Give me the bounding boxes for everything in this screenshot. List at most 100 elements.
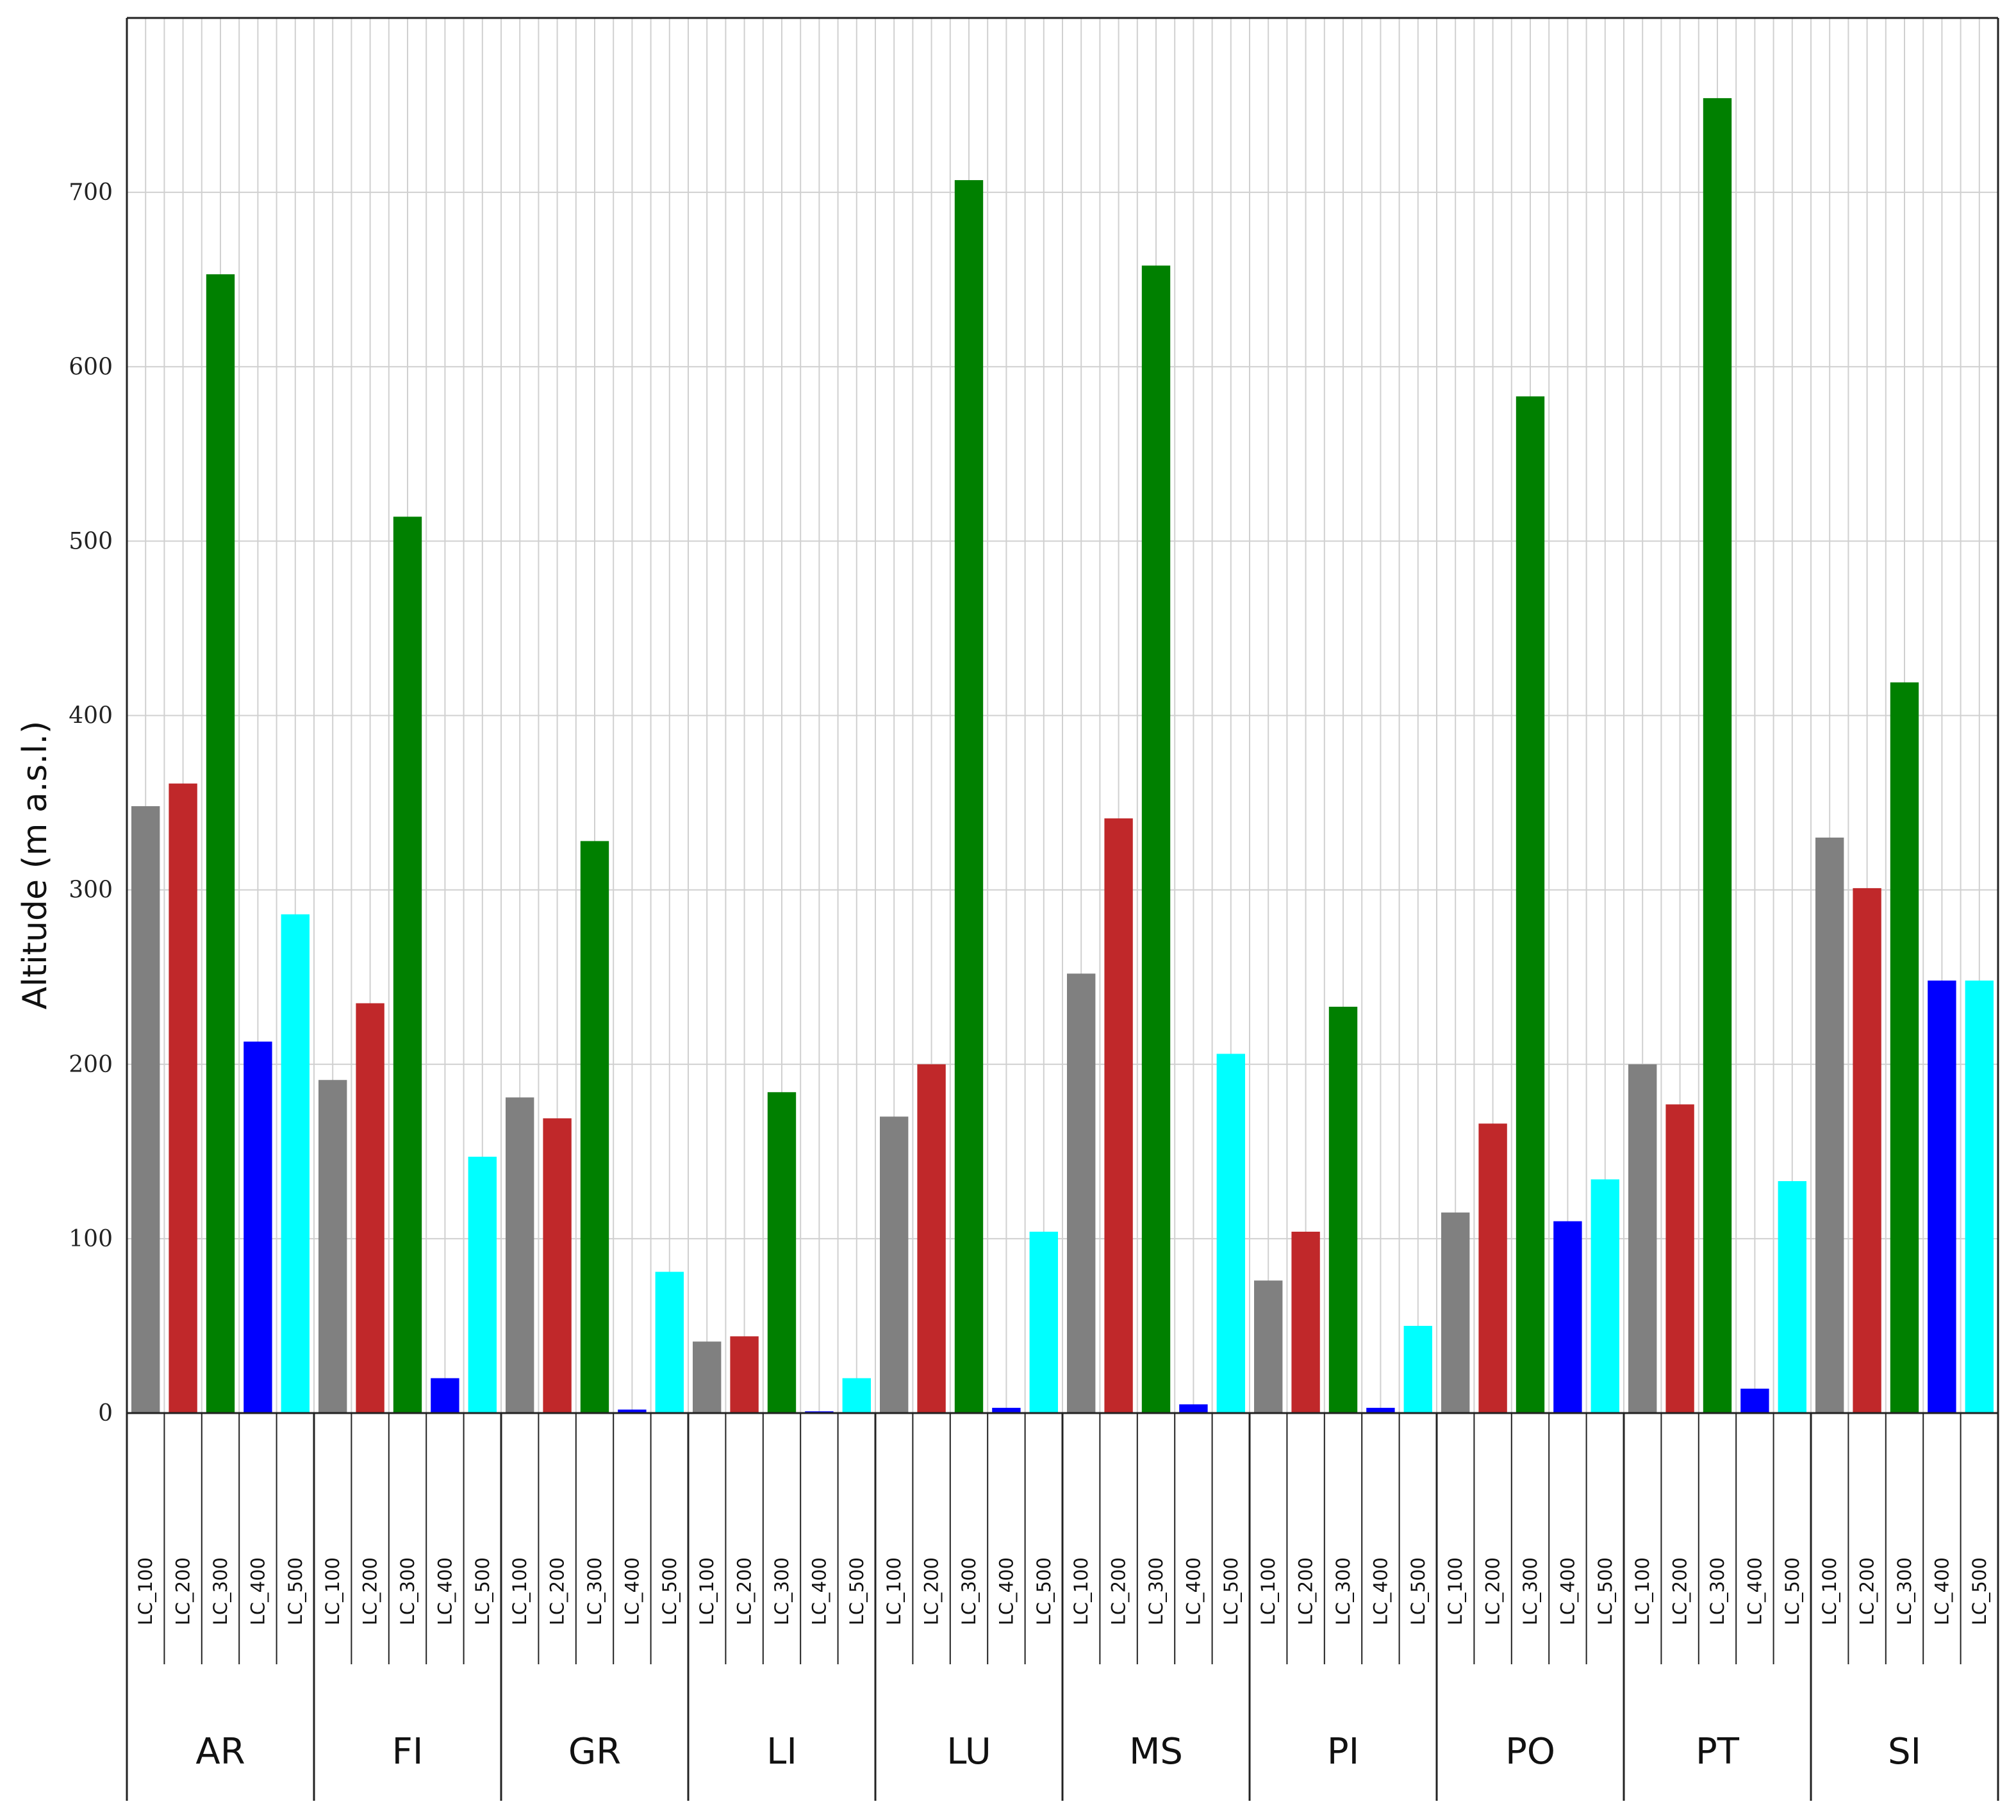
bar-MS-LC_500 (1216, 1054, 1245, 1413)
y-tick-label: 200 (69, 1052, 113, 1078)
x-subcategory-label: LC_200 (1669, 1557, 1691, 1625)
x-subcategory-label: LC_300 (771, 1557, 793, 1625)
bar-FI-LC_400 (431, 1378, 459, 1413)
x-subcategory-label: LC_200 (1108, 1557, 1130, 1625)
bar-FI-LC_500 (468, 1156, 497, 1413)
x-subcategory-label: LC_500 (659, 1557, 681, 1625)
bar-PI-LC_300 (1328, 1006, 1358, 1413)
bar-PO-LC_500 (1590, 1179, 1619, 1413)
x-subcategory-label: LC_500 (1969, 1557, 1990, 1625)
bar-SI-LC_400 (1928, 980, 1956, 1413)
bar-PI-LC_500 (1403, 1325, 1432, 1413)
x-subcategory-label: LC_500 (472, 1557, 493, 1625)
bar-PI-LC_200 (1291, 1231, 1320, 1413)
x-group-label: PI (1327, 1731, 1359, 1773)
bar-LU-LC_200 (917, 1064, 946, 1413)
bar-LU-LC_300 (954, 180, 984, 1413)
x-group-label: FI (392, 1731, 424, 1773)
bar-GR-LC_400 (618, 1409, 647, 1413)
bar-PI-LC_400 (1366, 1407, 1395, 1413)
bar-PT-LC_500 (1778, 1181, 1806, 1413)
bar-SI-LC_200 (1853, 888, 1881, 1413)
x-subcategory-label: LC_500 (1033, 1557, 1055, 1625)
bar-MS-LC_300 (1141, 265, 1171, 1414)
bar-LU-LC_500 (1029, 1231, 1058, 1413)
bar-SI-LC_100 (1815, 837, 1844, 1413)
bar-PT-LC_200 (1665, 1104, 1694, 1413)
y-tick-label: 0 (98, 1400, 113, 1427)
y-tick-label: 300 (69, 877, 113, 904)
x-subcategory-label: LC_400 (1931, 1557, 1953, 1625)
x-subcategory-label: LC_500 (285, 1557, 306, 1625)
bar-PO-LC_300 (1516, 396, 1545, 1413)
x-subcategory-label: LC_200 (921, 1557, 943, 1625)
bar-PI-LC_100 (1254, 1280, 1283, 1413)
y-tick-label: 500 (69, 528, 113, 554)
bars (131, 98, 1994, 1414)
bar-SI-LC_500 (1965, 980, 1994, 1413)
y-axis-ticks: 0 100 200 300 400 500 600 700 (69, 179, 113, 1427)
bar-GR-LC_300 (580, 841, 609, 1413)
bar-LI-LC_300 (767, 1092, 797, 1413)
bar-AR-LC_400 (244, 1041, 272, 1413)
bar-MS-LC_100 (1067, 973, 1096, 1413)
x-subcategory-label: LC_500 (1407, 1557, 1429, 1625)
x-subcategory-label: LC_100 (696, 1557, 718, 1625)
x-subcategory-label: LC_300 (1332, 1557, 1354, 1625)
x-group-label: AR (195, 1731, 245, 1773)
x-group-label: LU (946, 1731, 991, 1773)
bar-MS-LC_200 (1104, 818, 1133, 1413)
y-tick-label: 100 (69, 1226, 113, 1252)
bar-PO-LC_200 (1478, 1123, 1507, 1413)
bar-AR-LC_500 (281, 914, 310, 1413)
x-subcategory-label: LC_500 (1220, 1557, 1242, 1625)
x-subcategory-label: LC_200 (1856, 1557, 1878, 1625)
x-subcategory-label: LC_100 (1444, 1557, 1466, 1625)
x-subcategory-label: LC_300 (584, 1557, 606, 1625)
x-subcategory-label: LC_300 (1894, 1557, 1915, 1625)
bar-GR-LC_500 (655, 1271, 684, 1413)
x-subcategory-label: LC_200 (1295, 1557, 1317, 1625)
bar-GR-LC_200 (543, 1118, 572, 1413)
bar-LU-LC_100 (880, 1116, 909, 1413)
x-subcategory-label: LC_400 (1557, 1557, 1578, 1625)
x-subcategory-label: LC_100 (322, 1557, 343, 1625)
x-subcategory-label: LC_500 (846, 1557, 868, 1625)
bar-LI-LC_500 (842, 1378, 871, 1413)
x-subcategory-label: LC_300 (397, 1557, 418, 1625)
x-group-label: PT (1696, 1731, 1740, 1773)
bar-FI-LC_100 (318, 1080, 347, 1413)
bar-PO-LC_100 (1441, 1212, 1470, 1413)
x-subcategory-label: LC_400 (1182, 1557, 1204, 1625)
y-tick-label: 400 (69, 703, 113, 729)
x-subcategory-label: LC_300 (1519, 1557, 1541, 1625)
x-group-label: MS (1129, 1731, 1183, 1773)
bar-SI-LC_300 (1890, 682, 1919, 1413)
x-subcategory-label: LC_400 (1369, 1557, 1391, 1625)
bar-PT-LC_400 (1740, 1388, 1769, 1413)
x-axis-labels: LC_100 LC_200 LC_300 LC_400 LC_500 AR LC_100 LC… (126, 1413, 1999, 1801)
x-subcategory-label: LC_300 (1706, 1557, 1728, 1625)
x-subcategory-label: LC_100 (1070, 1557, 1092, 1625)
x-subcategory-label: LC_400 (1744, 1557, 1765, 1625)
x-group-label: GR (568, 1731, 621, 1773)
bar-AR-LC_300 (206, 274, 235, 1414)
y-tick-label: 600 (69, 354, 113, 380)
x-subcategory-label: LC_200 (547, 1557, 568, 1625)
x-subcategory-label: LC_100 (135, 1557, 156, 1625)
bar-PT-LC_300 (1703, 98, 1732, 1414)
x-group-label: SI (1888, 1731, 1921, 1773)
x-subcategory-label: LC_100 (1257, 1557, 1279, 1625)
bar-FI-LC_300 (393, 517, 422, 1413)
bar-LI-LC_100 (693, 1341, 722, 1413)
x-subcategory-label: LC_200 (172, 1557, 194, 1625)
x-subcategory-label: LC_400 (808, 1557, 830, 1625)
x-subcategory-label: LC_400 (247, 1557, 269, 1625)
bar-AR-LC_100 (131, 806, 160, 1413)
y-tick-label: 700 (69, 179, 113, 206)
x-subcategory-label: LC_500 (1594, 1557, 1616, 1625)
bar-PO-LC_400 (1553, 1221, 1582, 1413)
x-subcategory-label: LC_100 (1632, 1557, 1653, 1625)
x-subcategory-label: LC_300 (958, 1557, 980, 1625)
